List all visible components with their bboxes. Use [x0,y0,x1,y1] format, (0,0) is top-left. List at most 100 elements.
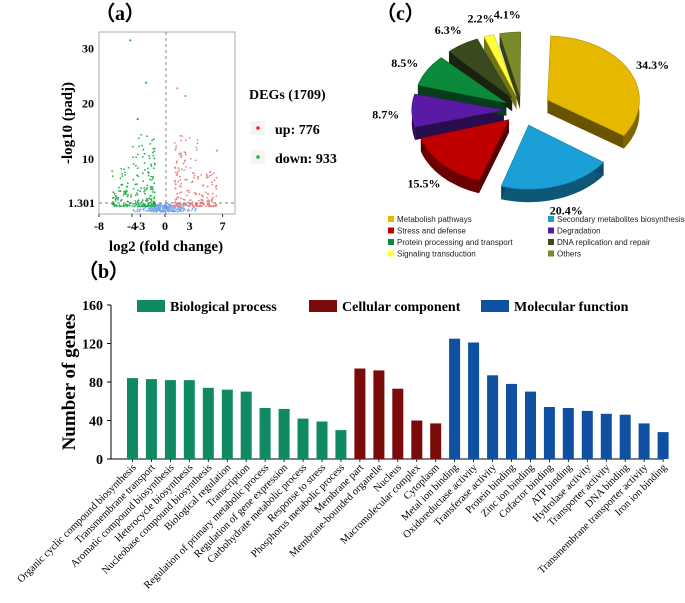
volcano-point-down [151,139,154,142]
volcano-point-up [175,162,178,164]
volcano-point-down [114,200,117,203]
volcano-point-up [203,203,206,206]
volcano-point-down [115,197,118,199]
volcano-point-up [196,142,199,145]
bar [354,368,366,459]
volcano-point-down [136,200,139,203]
volcano-point-up [202,199,204,202]
pie-chart: 34.3% 20.4% 15.5% 8.7% 8.5% 6.3% 2.2% 4.1% [372,8,669,218]
bar-legend: Biological process Cellular component Mo… [137,300,629,315]
volcano-y-tick-label: 30 [82,42,94,56]
volcano-plot: -8 -4-3 0 3 7 10 20 30 1.301 log2 (fold change… [60,31,337,255]
volcano-point-up [215,188,218,190]
volcano-point-ns [157,205,160,208]
pie-legend-swatch [388,239,394,245]
volcano-point-down [123,168,125,171]
volcano-point-ns [168,204,171,206]
volcano-threshold-label: 1.301 [68,196,95,210]
volcano-point-up [179,179,182,181]
volcano-point-down [121,173,123,175]
volcano-legend-up-dot [256,126,260,130]
volcano-point-down [135,164,137,167]
volcano-point-up [189,167,192,169]
volcano-point-up [215,203,217,205]
bar [525,391,536,459]
volcano-point-down [126,204,129,206]
volcano-point-down [152,167,155,170]
volcano-point-up [180,205,183,208]
volcano-point-down [119,190,122,193]
pie-slice-wall [499,33,521,110]
volcano-point-up [199,201,202,204]
volcano-point-up [206,174,209,177]
volcano-point-down [153,150,156,153]
volcano-point-up [185,178,188,181]
volcano-point-up [180,182,183,185]
pie-slice-signaling-transduction [483,34,517,97]
bar [581,410,593,459]
volcano-point-up [211,183,214,186]
volcano-point-down [135,156,138,159]
pie-value-label: 34.3% [636,58,669,72]
volcano-point-down [151,205,154,208]
volcano-legend-up: up: 776 [251,121,320,138]
volcano-point-up [178,203,181,206]
bar [373,370,385,459]
bar-y-tick-label: 120 [82,338,103,353]
volcano-point-up [198,193,201,196]
volcano-point-up [180,154,183,157]
volcano-point-down [140,205,143,208]
volcano-point-up [182,205,185,207]
pie-slice-wall [547,99,624,149]
volcano-point-up [206,197,209,199]
volcano-legend-up-label: up: 776 [275,123,320,138]
volcano-point-up [180,152,183,155]
volcano-point-up [195,192,198,195]
volcano-point-up [186,189,188,192]
volcano-point-up [197,178,199,180]
bar-legend-mf-swatch [481,300,509,312]
panel-label-c: （c） [376,2,425,25]
volcano-point-ns [159,206,162,209]
volcano-point-down [152,177,154,180]
volcano-point-ns [172,206,174,209]
volcano-point-up [200,199,203,201]
volcano-point-down [154,147,156,150]
volcano-point-up [193,176,196,179]
pie-legend: Metabolish pathways Secondary metabolites… [388,215,685,259]
volcano-point-down [126,182,129,185]
pie-value-label: 2.2% [468,12,495,26]
volcano-point-up [184,203,186,206]
volcano-point-up [192,172,194,175]
volcano-y-tick-label: 20 [82,97,94,111]
volcano-point-up [196,205,199,208]
volcano-point-down [147,174,150,177]
volcano-point-up [196,139,199,141]
volcano-point-ns [191,207,194,210]
volcano-point-down [139,202,142,205]
volcano-point-down [143,187,146,189]
volcano-point-ns [170,209,173,212]
volcano-point-ns [169,205,172,208]
pie-legend-swatch [548,239,554,245]
volcano-point-up [207,193,210,196]
volcano-point-up [200,205,203,208]
volcano-title: DEGs (1709) [249,88,326,103]
bar-y-ticks: 0 40 80 120 160 [82,299,111,468]
volcano-point-up [189,158,192,160]
pie-slice-metabolish-pathways [547,35,640,137]
volcano-point-down [125,189,128,192]
volcano-point-down [153,191,156,194]
volcano-point-up [197,176,200,179]
volcano-point-down [111,175,114,178]
volcano-point-down [136,167,139,170]
bar-legend-mf-label: Molecular function [514,300,629,315]
volcano-point-up [191,203,194,206]
volcano-point-down [120,205,122,208]
volcano-point-down [144,169,146,171]
volcano-point-up [180,197,183,200]
volcano-point-down [129,39,132,42]
volcano-point-up [212,196,214,199]
volcano-point-ns [155,205,158,208]
